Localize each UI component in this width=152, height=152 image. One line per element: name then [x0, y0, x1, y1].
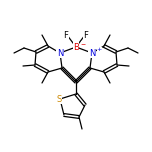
Text: B: B: [73, 43, 79, 52]
Text: +: +: [97, 47, 102, 52]
Text: S: S: [56, 95, 62, 104]
Text: F: F: [64, 31, 68, 40]
Text: F: F: [84, 31, 88, 40]
Text: N: N: [57, 48, 63, 57]
Text: N: N: [89, 48, 95, 57]
Text: −: −: [81, 41, 86, 46]
